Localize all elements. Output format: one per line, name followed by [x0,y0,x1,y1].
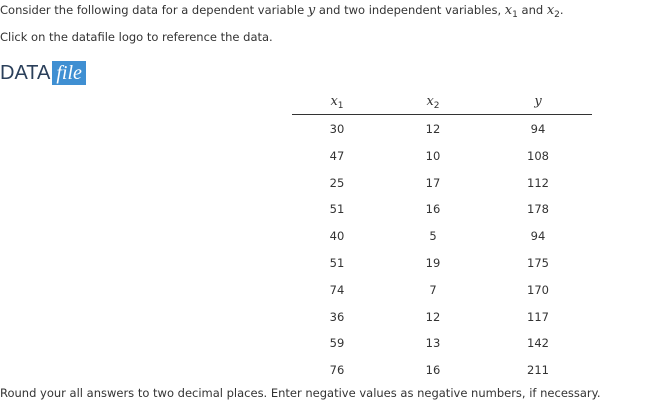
math-var: y [307,3,316,18]
footer: Round your all answers to two decimal pl… [0,386,601,400]
header-sub: 2 [433,101,440,111]
logo-right[interactable]: file [52,61,86,85]
table-cell: 59 [329,336,345,351]
text: and [517,3,547,17]
table-cell: 13 [425,336,441,351]
table-cell: 36 [329,309,345,324]
table-cell: 19 [425,256,441,270]
table-cell: 117 [527,309,549,324]
table-cell: 16 [425,363,441,378]
logo-left[interactable]: DATA [0,62,51,84]
table-cell: 211 [527,363,549,378]
instruction: Click on the datafile logo to reference … [0,30,273,44]
datafile-logo[interactable]: DATA file [0,61,86,85]
table-cell: 178 [527,202,549,217]
text: and two independent variables, [315,3,505,17]
table-cell: 5 [429,229,437,244]
math-var: x [546,3,555,18]
table-cell: 108 [527,148,549,163]
subscript: 2 [554,10,560,20]
table-cell: 25 [329,175,345,190]
table-cell: 112 [527,175,549,190]
table-cell: 10 [425,148,441,163]
table-cell: 12 [425,122,441,136]
table-cell: 47 [329,148,345,163]
table-cell: 12 [425,309,441,324]
column-header: x1 [307,94,367,111]
header-var: x [330,94,338,109]
table-cell: 142 [527,336,549,351]
header-rule [292,114,592,115]
table-cell: 51 [329,202,345,217]
text: . [559,3,564,17]
table-cell: 76 [329,363,345,378]
table-cell: 94 [530,229,546,244]
column-header: x2 [403,94,463,111]
table-cell: 74 [329,282,345,297]
table-cell: 40 [329,229,345,244]
table-cell: 175 [527,256,549,270]
table-cell: 17 [425,175,441,190]
column-header: y [508,94,568,109]
intro: Consider the following data for a depend… [0,3,564,20]
subscript: 1 [512,10,518,20]
table-cell: 51 [329,256,345,270]
text: Consider the following data for a depend… [0,3,308,17]
math-var: x [504,3,513,18]
header-var: x [426,94,434,109]
table-cell: 170 [527,282,549,297]
table-cell: 7 [429,282,437,297]
header-var: y [534,94,542,109]
table-cell: 16 [425,202,441,217]
header-sub: 1 [337,101,344,111]
table-cell: 94 [530,122,546,136]
table-cell: 30 [329,122,345,136]
